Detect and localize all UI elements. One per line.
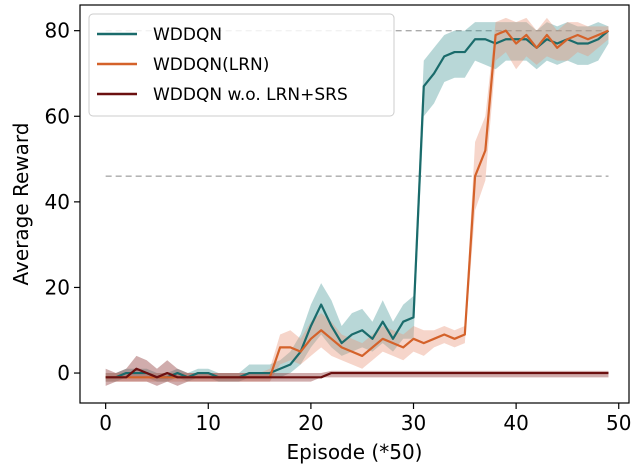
y-tick-label-2: 40 bbox=[45, 190, 70, 214]
series-line-2 bbox=[105, 367, 609, 379]
x-tick-label-0: 0 bbox=[99, 411, 112, 435]
axes-frame bbox=[79, 4, 630, 404]
x-tick-label-3: 30 bbox=[401, 411, 426, 435]
legend-entry-1: WDDQN(LRN) bbox=[153, 55, 269, 75]
x-tick-label-2: 20 bbox=[298, 411, 323, 435]
axes: 0 10 20 30 40 50 0 20 40 60 80 bbox=[45, 4, 631, 435]
legend-entry-0: WDDQN bbox=[153, 25, 222, 45]
series-band-0 bbox=[105, 22, 609, 382]
y-tick-label-3: 60 bbox=[45, 104, 70, 128]
x-tick-label-4: 40 bbox=[503, 411, 528, 435]
x-tick-label-5: 50 bbox=[606, 411, 631, 435]
y-axis-label: Average Reward bbox=[9, 123, 33, 286]
x-axis-label: Episode (*50) bbox=[287, 440, 423, 464]
x-tick-label-1: 10 bbox=[196, 411, 221, 435]
plot-area bbox=[105, 17, 610, 386]
legend-entry-2: WDDQN w.o. LRN+SRS bbox=[153, 85, 348, 105]
y-tick-label-0: 0 bbox=[57, 361, 70, 385]
y-tick-label-1: 20 bbox=[45, 275, 70, 299]
legend-box bbox=[88, 13, 395, 117]
y-tick-label-4: 80 bbox=[45, 19, 70, 43]
legend: WDDQN WDDQN(LRN) WDDQN w.o. LRN+SRS bbox=[88, 13, 395, 117]
series-band-1 bbox=[105, 17, 609, 382]
